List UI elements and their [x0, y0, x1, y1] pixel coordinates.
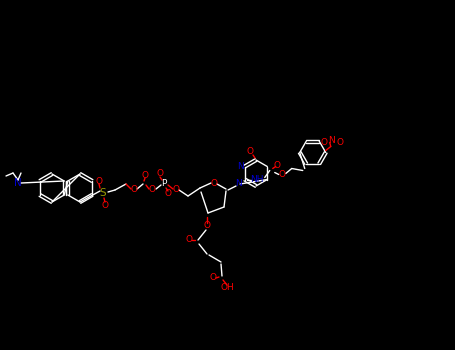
Text: O: O — [186, 236, 192, 245]
Text: N: N — [329, 136, 335, 145]
Text: N: N — [235, 180, 241, 189]
Text: O: O — [278, 170, 285, 179]
Text: NH: NH — [250, 175, 263, 184]
Text: O: O — [336, 138, 343, 147]
Text: O: O — [165, 189, 172, 198]
Text: N: N — [238, 162, 244, 171]
Text: O: O — [131, 186, 137, 195]
Text: P: P — [162, 180, 167, 189]
Text: O: O — [209, 273, 217, 282]
Text: O: O — [142, 170, 148, 180]
Text: O: O — [247, 147, 253, 155]
Text: O: O — [211, 178, 217, 188]
Text: O: O — [96, 176, 102, 186]
Text: O: O — [148, 186, 156, 195]
Text: O: O — [320, 138, 327, 147]
Text: O: O — [273, 161, 280, 170]
Text: S: S — [100, 188, 106, 198]
Text: O: O — [203, 222, 211, 231]
Text: O: O — [157, 169, 163, 178]
Text: OH: OH — [220, 284, 234, 293]
Text: O: O — [172, 186, 180, 195]
Text: N: N — [14, 178, 22, 188]
Text: O: O — [101, 201, 108, 210]
